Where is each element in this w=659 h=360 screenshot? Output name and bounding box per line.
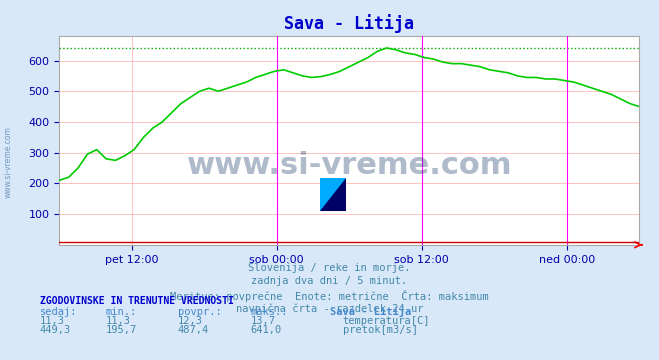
- Text: Sava - Litija: Sava - Litija: [330, 306, 411, 317]
- Text: ZGODOVINSKE IN TRENUTNE VREDNOSTI: ZGODOVINSKE IN TRENUTNE VREDNOSTI: [40, 296, 233, 306]
- Text: sedaj:: sedaj:: [40, 307, 77, 317]
- Text: 487,4: 487,4: [178, 325, 209, 335]
- Text: povpr.:: povpr.:: [178, 307, 221, 317]
- Text: 12,3: 12,3: [178, 316, 203, 326]
- Text: navpična črta - razdelek 24 ur: navpična črta - razdelek 24 ur: [236, 304, 423, 314]
- Text: pretok[m3/s]: pretok[m3/s]: [343, 325, 418, 335]
- Text: Meritve: povprečne  Enote: metrične  Črta: maksimum: Meritve: povprečne Enote: metrične Črta:…: [170, 290, 489, 302]
- Text: www.si-vreme.com: www.si-vreme.com: [3, 126, 13, 198]
- Title: Sava - Litija: Sava - Litija: [284, 14, 415, 33]
- Bar: [320, 178, 333, 194]
- Text: 11,3: 11,3: [40, 316, 65, 326]
- Text: temperatura[C]: temperatura[C]: [343, 316, 430, 326]
- Bar: [333, 194, 346, 211]
- Text: Slovenija / reke in morje.: Slovenija / reke in morje.: [248, 263, 411, 273]
- Bar: [333, 178, 346, 194]
- Text: 11,3: 11,3: [105, 316, 130, 326]
- Text: 641,0: 641,0: [250, 325, 281, 335]
- Text: 13,7: 13,7: [250, 316, 275, 326]
- Text: 449,3: 449,3: [40, 325, 71, 335]
- Text: maks.:: maks.:: [250, 307, 288, 317]
- Text: min.:: min.:: [105, 307, 136, 317]
- Polygon shape: [320, 178, 346, 211]
- Polygon shape: [320, 178, 346, 211]
- Text: zadnja dva dni / 5 minut.: zadnja dva dni / 5 minut.: [251, 276, 408, 287]
- Text: www.si-vreme.com: www.si-vreme.com: [186, 151, 512, 180]
- Text: 195,7: 195,7: [105, 325, 136, 335]
- Bar: [320, 194, 333, 211]
